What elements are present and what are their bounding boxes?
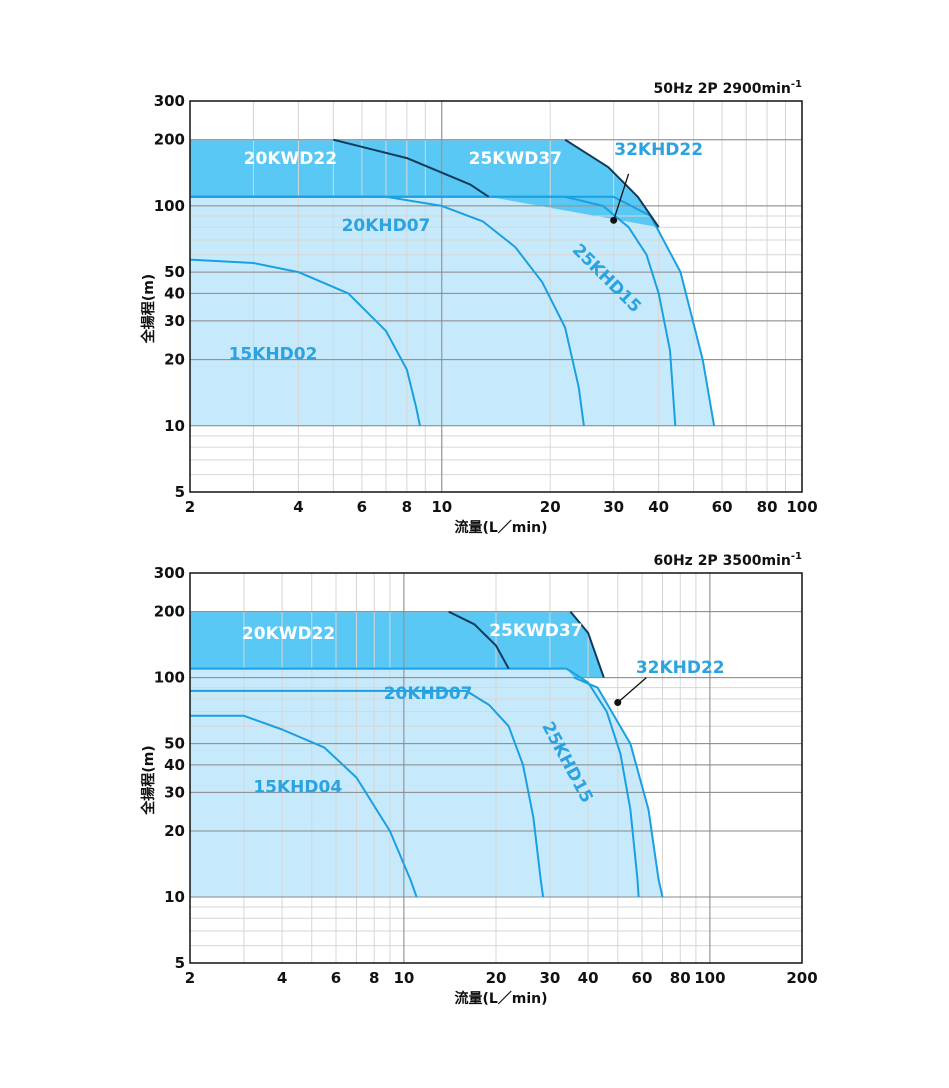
pointer-dot (610, 216, 618, 224)
y-tick-label: 40 (164, 284, 185, 302)
y-tick-label: 20 (164, 822, 185, 840)
x-tick-label: 6 (357, 498, 367, 516)
plot-frame (189, 572, 803, 964)
x-tick-label: 8 (402, 498, 412, 516)
x-tick-label: 2 (185, 498, 195, 516)
curve-25KWD37 (569, 610, 605, 678)
y-tick-label: 10 (164, 888, 185, 906)
x-axis-title: 流量(L／min) (454, 519, 547, 536)
y-tick-label: 20 (164, 351, 185, 369)
y-tick-label: 300 (154, 92, 185, 110)
x-tick-label: 100 (786, 498, 817, 516)
pointer-line (613, 173, 630, 221)
curve-20KWD22 (448, 610, 510, 670)
x-tick-label: 30 (539, 969, 560, 987)
region-32KHD22 (190, 196, 715, 426)
y-tick-label: 10 (164, 417, 185, 435)
x-tick-label: 30 (603, 498, 624, 516)
y-tick-label: 30 (164, 783, 185, 801)
x-tick-label: 8 (369, 969, 379, 987)
curve-20KWD22 (333, 138, 490, 198)
pointer-line (617, 677, 647, 704)
x-tick-label: 10 (431, 498, 452, 516)
y-tick-label: 100 (154, 669, 185, 687)
x-tick-label: 20 (540, 498, 561, 516)
curve-15KHD04 (190, 714, 418, 898)
series-label-20KHD07: 20KHD07 (342, 216, 431, 236)
y-tick-label: 200 (154, 131, 185, 149)
curve-20KHD07 (190, 689, 545, 898)
series-label-32KHD22: 32KHD22 (614, 140, 703, 160)
region-20KWD22 (190, 139, 489, 197)
series-label-20KWD22: 20KWD22 (244, 149, 337, 169)
chart-header: 50Hz 2P 2900min-1 (653, 79, 802, 97)
series-label-15KHD02: 15KHD02 (229, 345, 318, 365)
y-tick-label: 200 (154, 603, 185, 621)
curve-20KHD07 (190, 195, 585, 426)
curve-25KHD15 (190, 195, 677, 426)
region-32KHD22 (190, 668, 663, 897)
x-tick-label: 4 (293, 498, 303, 516)
x-tick-label: 10 (393, 969, 414, 987)
y-axis-title: 全揚程(m) (140, 745, 157, 815)
y-tick-label: 100 (154, 197, 185, 215)
x-tick-label: 60 (712, 498, 733, 516)
plot-frame (189, 100, 803, 493)
region-20KWD22 (190, 611, 509, 669)
y-tick-label: 50 (164, 735, 185, 753)
series-label-32KHD22: 32KHD22 (636, 658, 725, 678)
x-tick-label: 4 (277, 969, 287, 987)
curve-25KWD37 (564, 138, 660, 228)
x-tick-label: 60 (632, 969, 653, 987)
x-tick-label: 100 (694, 969, 725, 987)
y-tick-label: 40 (164, 756, 185, 774)
series-label-25KWD37: 25KWD37 (469, 149, 562, 169)
region-25KWD37 (448, 611, 604, 678)
curve-15KHD02 (189, 258, 421, 427)
x-tick-label: 6 (331, 969, 341, 987)
x-tick-label: 200 (786, 969, 817, 987)
series-label-20KWD22: 20KWD22 (242, 624, 335, 644)
x-tick-label: 40 (578, 969, 599, 987)
x-tick-label: 80 (670, 969, 691, 987)
series-label-20KHD07: 20KHD07 (384, 684, 473, 704)
region-25KWD37 (333, 139, 659, 228)
y-tick-label: 5 (175, 954, 185, 972)
pointer-dot (614, 699, 622, 707)
curve-25KHD15 (190, 667, 640, 898)
y-tick-label: 5 (175, 483, 185, 501)
chart-1: 5 10 20 30 40 50 100 200 300 2 4 6 8 10 20 30 40 60 80 100 流… (140, 79, 818, 536)
curve-32KHD22 (190, 195, 716, 426)
x-tick-label: 2 (185, 969, 195, 987)
chart-header: 60Hz 2P 3500min-1 (653, 551, 802, 569)
y-tick-label: 30 (164, 312, 185, 330)
y-tick-label: 300 (154, 564, 185, 582)
curve-32KHD22 (573, 676, 664, 898)
series-label-15KHD04: 15KHD04 (253, 777, 342, 797)
x-tick-label: 80 (757, 498, 778, 516)
y-axis-title: 全揚程(m) (140, 274, 157, 344)
y-tick-label: 50 (164, 263, 185, 281)
x-axis-title: 流量(L／min) (454, 990, 547, 1007)
x-tick-label: 20 (486, 969, 507, 987)
x-tick-label: 40 (648, 498, 669, 516)
series-label-25KWD37: 25KWD37 (489, 621, 582, 641)
